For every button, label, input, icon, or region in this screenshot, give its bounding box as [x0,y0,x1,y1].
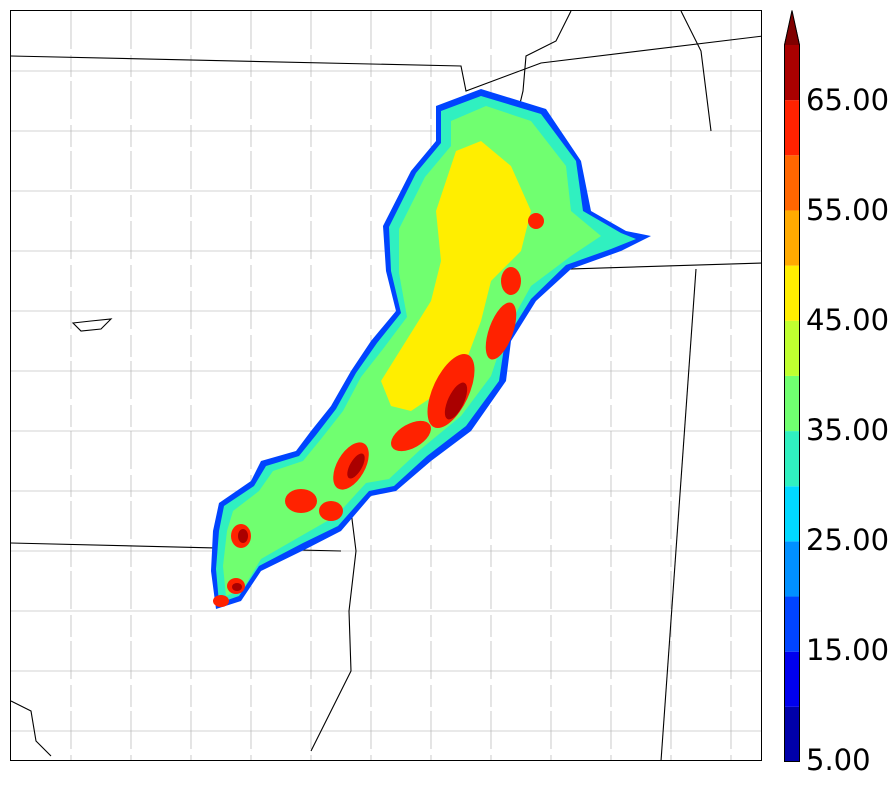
colorbar [784,10,800,762]
colorbar-label-55: 55.00 [806,193,890,227]
colorbar-outline [784,10,800,762]
colorbar-band-11 [784,100,800,156]
colorbar-band-5 [784,431,800,487]
colorbar-band-2 [784,596,800,652]
colorbar-label-15: 15.00 [806,633,890,667]
colorbar-extend-arrow [784,10,800,45]
mississippi-alabama-border [660,268,697,760]
reflectivity-swath [211,89,651,609]
colorbar-label-35: 35.00 [806,413,890,447]
colorbar-label-45: 45.00 [806,303,890,337]
missouri-arkansas-border [11,35,761,92]
coastline [11,700,52,757]
colorbar-band-4 [784,486,800,542]
map-canvas [11,11,761,760]
colorbar-label-65: 65.00 [806,83,890,117]
colorbar-band-7 [784,320,800,376]
colorbar-label-5: 5.00 [806,743,871,777]
colorbar-band-0 [784,706,800,762]
colorbar-band-9 [784,210,800,266]
swath-darkred-cores [232,382,468,591]
swath-yellow [381,141,531,411]
colorbar-band-12 [784,45,800,101]
tennessee-river [680,11,712,132]
map-panel [10,10,762,761]
colorbar-band-10 [784,155,800,211]
colorbar-band-3 [784,541,800,597]
colorbar-band-8 [784,265,800,321]
colorbar-label-25: 25.00 [806,523,890,557]
colorbar-band-6 [784,375,800,432]
colorbar-band-1 [784,651,800,707]
reservoir-outline [71,318,113,332]
state-boundaries [11,11,761,760]
